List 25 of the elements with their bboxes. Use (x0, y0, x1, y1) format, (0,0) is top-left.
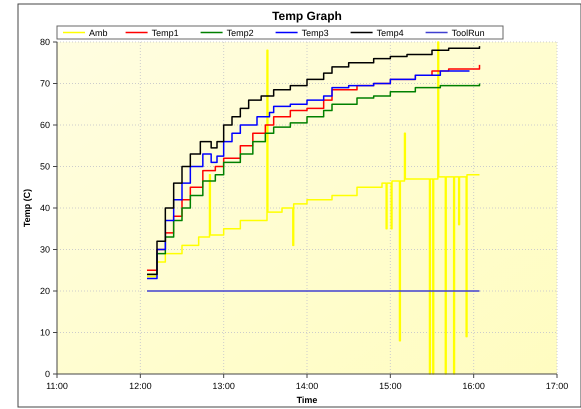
legend-label: ToolRun (452, 28, 485, 38)
legend-label: Temp1 (152, 28, 179, 38)
y-tick-label: 0 (44, 369, 50, 380)
x-tick-label: 13:00 (212, 381, 235, 391)
x-tick-label: 11:00 (46, 381, 68, 391)
y-tick-label: 40 (40, 203, 50, 214)
legend-label: Temp3 (302, 28, 329, 38)
x-tick-label: 17:00 (546, 381, 568, 391)
legend-label: Temp2 (226, 28, 254, 38)
x-tick-label: 15:00 (379, 381, 402, 391)
legend-label: Temp4 (376, 28, 404, 38)
y-tick-label: 80 (40, 37, 50, 48)
chart-title: Temp Graph (272, 9, 342, 23)
y-tick-label: 30 (40, 244, 50, 255)
y-tick-label: 70 (40, 78, 50, 89)
y-tick-label: 50 (40, 162, 50, 172)
x-tick-label: 16:00 (462, 381, 485, 391)
x-tick-label: 14:00 (296, 381, 318, 391)
x-axis-title: Time (296, 395, 318, 405)
x-tick-label: 12:00 (129, 381, 152, 391)
y-tick-label: 10 (40, 328, 50, 338)
y-tick-label: 60 (40, 120, 50, 130)
y-tick-label: 20 (40, 286, 50, 296)
legend-label: Amb (89, 28, 108, 38)
y-axis-title: Temp (C) (22, 188, 32, 228)
